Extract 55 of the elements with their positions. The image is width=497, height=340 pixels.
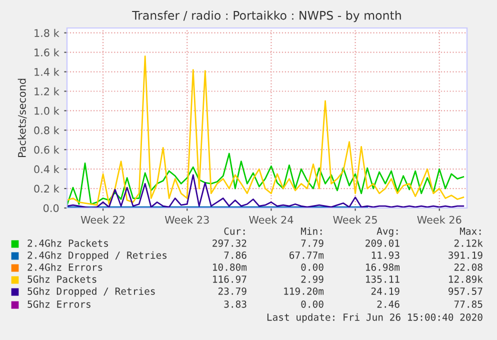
text: 10.80m [213, 263, 247, 271]
legend-label: 5Ghz Packets [28, 275, 96, 283]
text: 12.89k [449, 275, 483, 283]
line-series [67, 152, 464, 206]
line-series [67, 56, 464, 206]
chart-title: Transfer / radio : Portaikko : NWPS - by month [132, 10, 401, 22]
text: 23.79 [218, 287, 246, 295]
y-tick-label: 1.0 k [34, 106, 60, 115]
text: 135.11 [366, 275, 400, 283]
y-tick-label: 0.8 k [34, 126, 60, 134]
text: Cur: [224, 227, 245, 235]
text: Avg: [376, 228, 398, 237]
text: 391.19 [448, 251, 482, 259]
y-tick-label: 1.4 k [34, 68, 60, 76]
y-tick-label: 1.6 k [34, 48, 60, 56]
text: Max: [460, 228, 481, 235]
text: 116.97 [213, 275, 246, 283]
line-series [67, 174, 464, 208]
text: Last update: Fri Jun 26 15:00:40 2020 [267, 313, 482, 323]
legend-label: 2.4Ghz Errors [28, 263, 102, 271]
x-tick-label: Week 22 [80, 216, 125, 224]
legend-label: 5Ghz Dropped / Retries [28, 287, 155, 297]
legend-label: 5Ghz Errors [28, 300, 90, 308]
text: 2.46 [377, 300, 400, 308]
x-tick-label: Week 24 [249, 216, 294, 224]
text: 67.77m [290, 251, 324, 259]
y-tick-label: 0.6 k [34, 146, 60, 154]
text: 2.12k [454, 239, 483, 247]
y-tick-label: 0.2 k [34, 184, 60, 193]
y-tick-label: 0.0 [43, 204, 59, 212]
text: 11.93 [372, 251, 400, 259]
text: 0.00 [301, 300, 324, 308]
text: 24.19 [371, 287, 400, 295]
x-tick-label: Week 25 [333, 216, 377, 224]
text: 209.01 [366, 239, 400, 247]
text: 7.86 [224, 251, 246, 259]
text: 2.99 [301, 275, 324, 283]
text: 77.85 [454, 300, 482, 308]
text: Min: [300, 227, 322, 235]
x-tick-label: Week 26 [417, 216, 462, 224]
text: 7.79 [301, 239, 324, 247]
y-tick-label: 1.2 k [34, 87, 60, 96]
legend-label: 2.4Ghz Dropped / Retries [28, 251, 167, 261]
y-axis-title: Packets/second [18, 78, 27, 158]
y-tick-label: 0.4 k [34, 165, 60, 174]
y-tick-label: 1.8 k [34, 28, 60, 37]
text: 119.20m [284, 287, 324, 295]
text: 3.83 [224, 300, 246, 308]
legend-label: 2.4Ghz Packets [28, 239, 108, 247]
text: 297.32 [212, 239, 246, 247]
text: 22.08 [454, 263, 482, 271]
x-tick-label: Week 23 [164, 216, 209, 224]
text: 0.00 [301, 263, 324, 271]
text: 16.98m [366, 263, 400, 271]
text: 957.57 [448, 287, 482, 295]
